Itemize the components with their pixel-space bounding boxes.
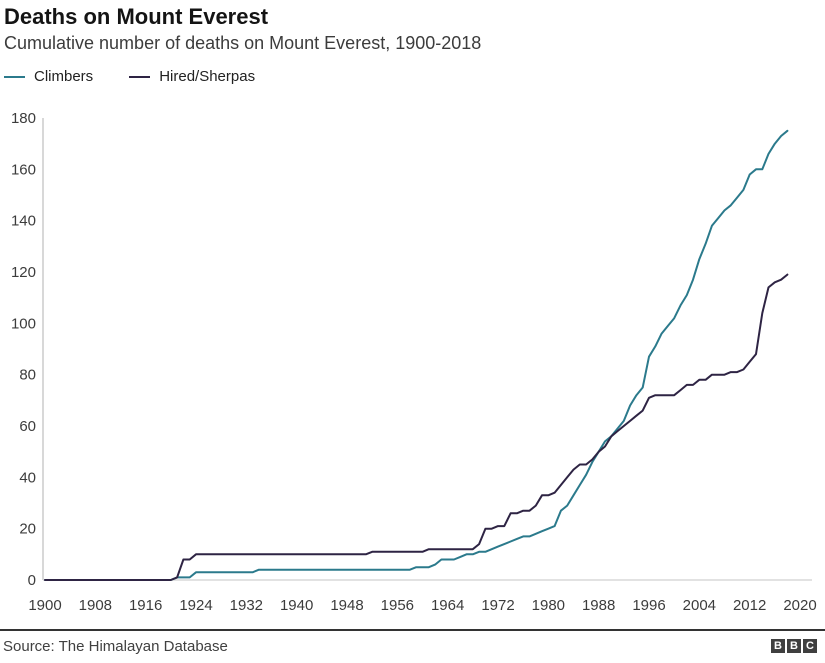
hired-sherpas-line-swatch-icon xyxy=(129,75,151,78)
x-tick-label: 1940 xyxy=(280,597,313,614)
x-tick-label: 2020 xyxy=(783,597,816,614)
legend-label-climbers: Climbers xyxy=(34,68,94,85)
x-tick-label: 2012 xyxy=(733,597,766,614)
y-tick-label: 0 xyxy=(28,572,36,589)
y-tick-label: 80 xyxy=(19,367,36,384)
bbc-logo-letter: B xyxy=(771,639,785,653)
x-tick-label: 1916 xyxy=(129,597,162,614)
climbers-line xyxy=(44,129,789,581)
y-tick-label: 140 xyxy=(11,213,36,230)
y-tick-label: 60 xyxy=(19,418,36,435)
legend-item-hired-sherpas: Hired/Sherpas xyxy=(129,68,255,85)
legend-item-climbers: Climbers xyxy=(4,68,93,85)
x-tick-label: 1972 xyxy=(481,597,514,614)
x-tick-label: 1900 xyxy=(28,597,61,614)
x-tick-label: 1908 xyxy=(79,597,112,614)
x-tick-label: 1956 xyxy=(381,597,414,614)
y-tick-label: 180 xyxy=(11,110,36,127)
footer-divider xyxy=(0,629,825,631)
y-tick-label: 40 xyxy=(19,469,36,486)
x-tick-label: 1980 xyxy=(532,597,565,614)
bbc-logo: B B C xyxy=(771,639,817,653)
page-title: Deaths on Mount Everest xyxy=(4,4,269,29)
source-credit: Source: The Himalayan Database xyxy=(3,638,228,655)
y-tick-label: 120 xyxy=(11,264,36,281)
x-tick-label: 2004 xyxy=(683,597,716,614)
chart-legend: Climbers Hired/Sherpas xyxy=(4,68,255,85)
hired-sherpas-line xyxy=(44,273,789,581)
x-tick-label: 1932 xyxy=(230,597,263,614)
y-tick-label: 100 xyxy=(11,315,36,332)
x-tick-label: 1996 xyxy=(632,597,665,614)
bbc-logo-letter: C xyxy=(803,639,817,653)
x-tick-label: 1964 xyxy=(431,597,464,614)
page-subtitle: Cumulative number of deaths on Mount Eve… xyxy=(4,33,482,53)
x-tick-label: 1924 xyxy=(179,597,212,614)
y-tick-label: 160 xyxy=(11,161,36,178)
climbers-line-swatch-icon xyxy=(4,75,25,78)
bbc-logo-letter: B xyxy=(787,639,801,653)
legend-label-hired-sherpas: Hired/Sherpas xyxy=(159,68,256,85)
y-tick-label: 20 xyxy=(19,521,36,538)
x-tick-label: 1988 xyxy=(582,597,615,614)
x-tick-label: 1948 xyxy=(330,597,363,614)
